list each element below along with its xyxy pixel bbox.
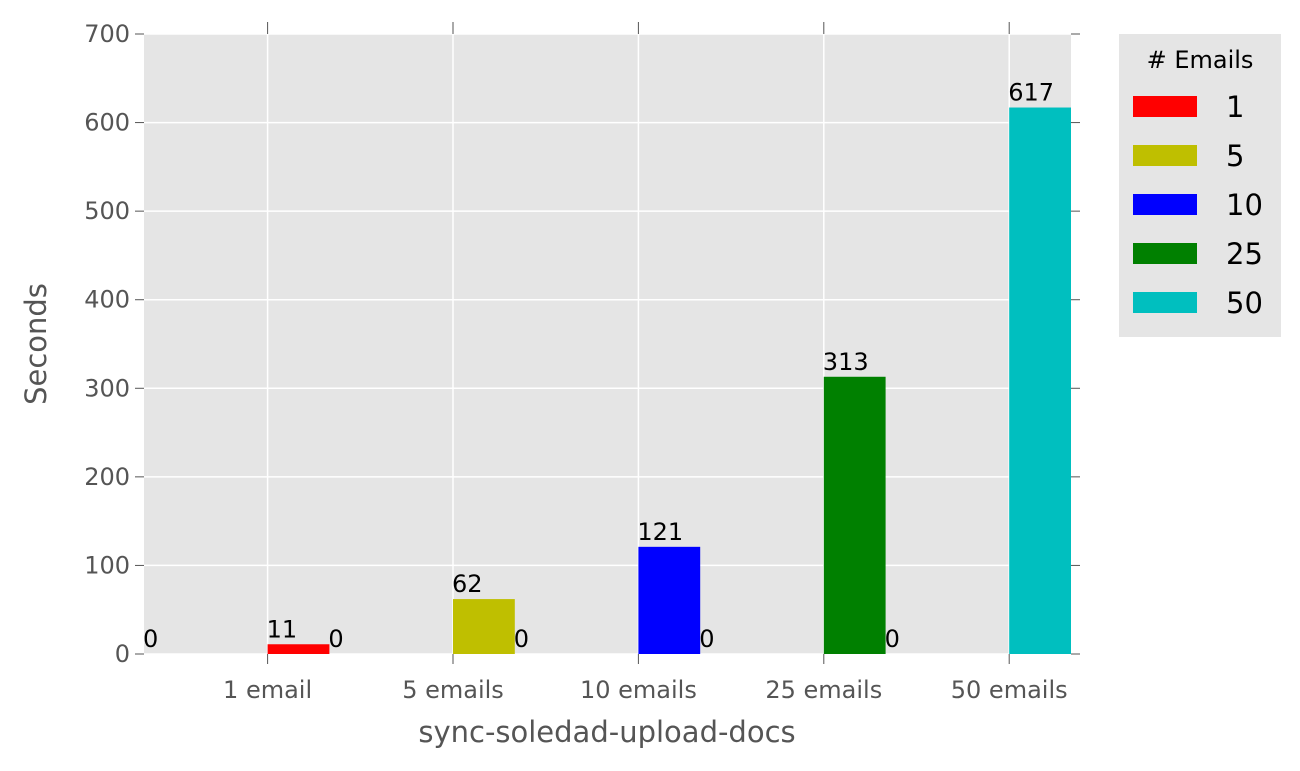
y-tick-label: 100 [84, 551, 130, 579]
y-tick-label: 500 [84, 197, 130, 225]
legend-label: 50 [1226, 286, 1263, 320]
x-tick-label: 5 emails [402, 676, 504, 704]
bar-50 [1009, 107, 1071, 654]
y-tick-label: 400 [84, 286, 130, 314]
y-tick-label: 600 [84, 109, 130, 137]
bar-1 [267, 644, 330, 654]
bar-zero-label: 0 [328, 625, 343, 653]
legend-swatch-25 [1133, 243, 1197, 264]
legend-title: # Emails [1147, 46, 1254, 74]
bar-zero-label: 0 [699, 625, 714, 653]
bar-10 [638, 546, 701, 654]
bar-labels-group: 11 0 62 0 121 0 313 0 617 0 [143, 79, 1054, 653]
bar-5 [453, 599, 515, 654]
legend-label: 10 [1226, 188, 1263, 222]
legend-swatch-5 [1133, 145, 1197, 166]
bar-25 [823, 376, 886, 654]
bar-zero-label: 0 [514, 625, 529, 653]
legend-swatch-10 [1133, 194, 1197, 215]
legend-box [1119, 34, 1281, 337]
bar-value-label: 62 [452, 570, 483, 598]
bar-zero-label: 0 [143, 625, 158, 653]
legend-items: 1 5 10 25 50 [1133, 90, 1263, 320]
legend-label: 25 [1226, 237, 1263, 271]
y-tick-labels: 0 100 200 300 400 500 600 700 [84, 20, 130, 668]
y-tick-label: 200 [84, 463, 130, 491]
legend: # Emails 1 5 10 25 50 [1119, 34, 1281, 337]
bar-zero-label: 0 [885, 625, 900, 653]
y-tick-label: 0 [115, 640, 130, 668]
legend-swatch-50 [1133, 292, 1197, 313]
axis-ticks [135, 22, 1080, 664]
y-axis-label: Seconds [19, 283, 53, 405]
bar-value-label: 11 [267, 615, 298, 643]
y-tick-label: 300 [84, 374, 130, 402]
bar-value-label: 617 [1008, 79, 1054, 107]
x-tick-label: 10 emails [580, 676, 697, 704]
bar-value-label: 313 [823, 348, 869, 376]
x-tick-labels: 1 email 5 emails 10 emails 25 emails 50 emai… [223, 676, 1068, 704]
plot-background [144, 34, 1071, 654]
x-tick-label: 25 emails [765, 676, 882, 704]
y-tick-label: 700 [84, 20, 130, 48]
x-axis-label: sync-soledad-upload-docs [418, 715, 795, 749]
x-tick-label: 50 emails [951, 676, 1068, 704]
legend-label: 5 [1226, 139, 1244, 173]
bars-group [267, 107, 1071, 654]
legend-swatch-1 [1133, 96, 1197, 117]
bar-value-label: 121 [637, 518, 683, 546]
legend-label: 1 [1226, 90, 1244, 124]
x-tick-label: 1 email [223, 676, 312, 704]
